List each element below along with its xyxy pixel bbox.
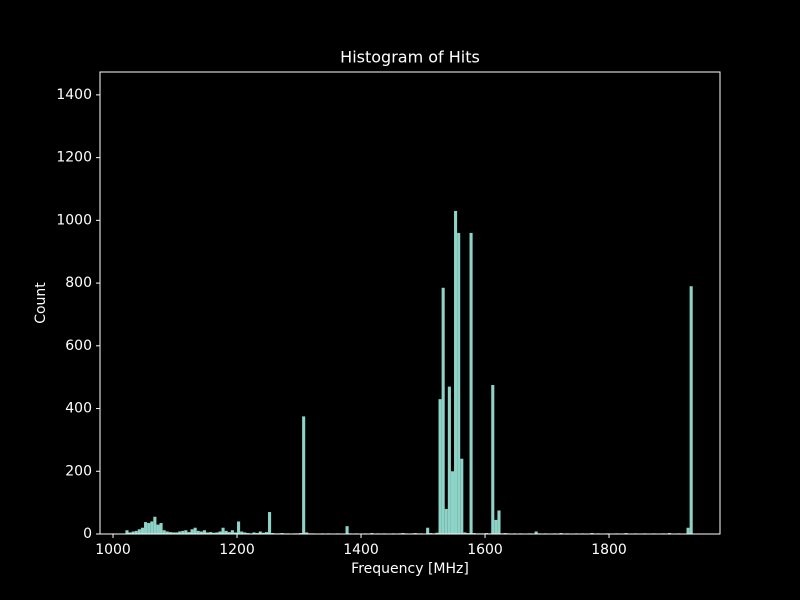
- bar: [494, 519, 498, 534]
- bar: [215, 532, 219, 534]
- bar: [190, 529, 194, 534]
- bar: [196, 530, 200, 534]
- bar: [150, 521, 154, 534]
- bar: [268, 512, 272, 534]
- bar: [153, 516, 157, 534]
- y-tick-label: 600: [65, 338, 92, 354]
- y-tick-label: 1000: [56, 212, 92, 228]
- bar: [212, 532, 216, 534]
- bar: [438, 399, 442, 534]
- bar: [237, 521, 241, 534]
- bar: [171, 532, 176, 534]
- x-tick-label: 1000: [95, 542, 131, 558]
- bar: [147, 523, 151, 534]
- bar: [252, 532, 256, 534]
- bar: [441, 287, 445, 534]
- bar: [199, 531, 203, 534]
- bar: [497, 510, 501, 534]
- bar: [144, 522, 148, 534]
- y-tick-label: 400: [65, 401, 92, 417]
- bar: [457, 232, 461, 534]
- bar: [165, 531, 169, 534]
- bar: [264, 532, 269, 534]
- bar: [140, 527, 145, 534]
- bar: [156, 524, 160, 534]
- bar: [128, 532, 132, 534]
- bar: [447, 386, 451, 534]
- bar: [463, 532, 467, 534]
- y-tick-label: 200: [65, 463, 92, 479]
- y-axis-label: Count: [33, 282, 49, 324]
- x-axis-label: Frequency [MHz]: [351, 561, 469, 577]
- x-tick-label: 1800: [591, 542, 627, 558]
- bar: [240, 531, 244, 534]
- x-tick-label: 1600: [467, 542, 503, 558]
- bar: [175, 532, 179, 534]
- bar: [534, 531, 538, 534]
- y-tick-label: 0: [83, 526, 92, 542]
- bar: [302, 416, 306, 534]
- bar: [261, 532, 265, 534]
- bar: [450, 471, 455, 534]
- bar: [178, 531, 182, 534]
- bar: [168, 532, 172, 534]
- bar: [345, 526, 349, 534]
- bar: [460, 458, 464, 534]
- bar: [686, 527, 690, 534]
- bar: [131, 531, 135, 534]
- bar: [125, 530, 129, 534]
- bar: [221, 527, 225, 534]
- bar: [305, 532, 309, 534]
- bar: [218, 531, 222, 534]
- bar: [689, 286, 693, 534]
- bar: [233, 532, 238, 534]
- y-tick-label: 1200: [56, 150, 92, 166]
- y-tick-label: 800: [65, 275, 92, 291]
- bar: [243, 532, 247, 534]
- bar: [454, 210, 458, 534]
- bar: [224, 530, 228, 534]
- bar: [134, 530, 138, 534]
- bar: [444, 508, 448, 534]
- bar: [426, 527, 430, 534]
- bar: [469, 232, 473, 534]
- bar: [227, 532, 231, 534]
- bar: [258, 531, 262, 534]
- bar: [491, 385, 495, 534]
- y-tick-label: 1400: [56, 87, 92, 103]
- bar: [193, 527, 197, 534]
- chart-title: Histogram of Hits: [340, 48, 480, 67]
- bar: [159, 523, 163, 534]
- bar: [230, 530, 234, 534]
- bar: [137, 529, 141, 534]
- plot-frame: [99, 71, 721, 535]
- bar: [181, 530, 185, 534]
- bar: [202, 530, 207, 534]
- bar: [435, 532, 439, 534]
- bar: [184, 530, 188, 534]
- bar: [206, 532, 210, 534]
- bar: [209, 532, 213, 534]
- x-tick-label: 1200: [219, 542, 255, 558]
- bar: [187, 532, 191, 534]
- bar: [162, 530, 166, 534]
- x-tick-label: 1400: [343, 542, 379, 558]
